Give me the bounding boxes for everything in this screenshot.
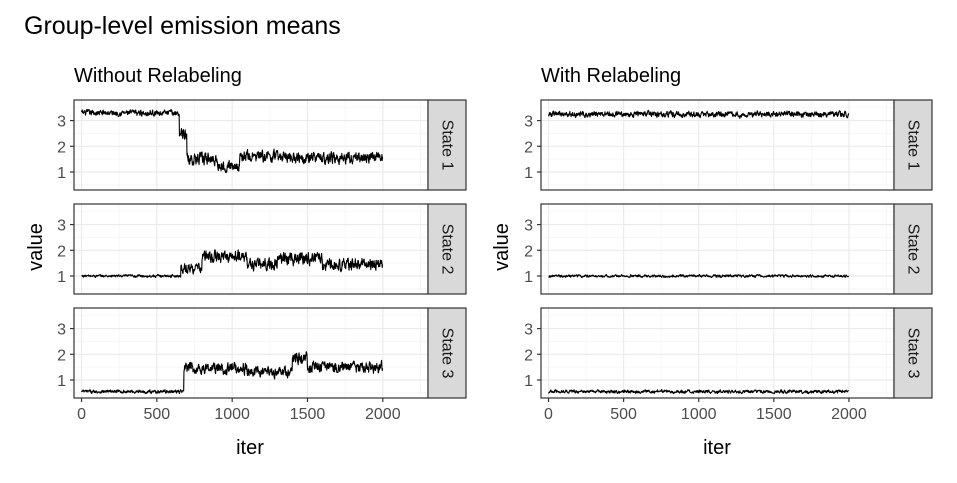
y-tick-label: 3 (524, 114, 533, 131)
facet-strip (427, 307, 467, 399)
y-tick-label: 1 (524, 269, 533, 286)
facet-right-1: State 1 1 2 3 (524, 99, 933, 191)
series-trace-line (81, 351, 384, 395)
x-axis-label-left: iter (236, 437, 264, 459)
facet-background (74, 100, 428, 190)
facet-strip-label: State 1 (905, 120, 922, 171)
panel-without-relabeling: Without Relabeling value iter State 1 1 2 3… (25, 65, 467, 459)
y-tick-label: 2 (57, 243, 66, 260)
facet-right-3: State 3 1 2 3 0 500 1000 1500 2000 (524, 307, 933, 423)
figure-title: Group-level emission means (24, 12, 341, 40)
x-tick-label: 0 (544, 406, 553, 423)
y-tick-label: 3 (524, 218, 533, 235)
facet-strip-label: State 2 (905, 224, 922, 275)
y-tick-label: 1 (57, 165, 66, 182)
panel-subtitle-right: With Relabeling (541, 65, 681, 87)
y-tick-label: 3 (57, 322, 66, 339)
y-tick-label: 3 (524, 322, 533, 339)
facet-background (74, 204, 428, 294)
y-tick-label: 2 (524, 139, 533, 156)
facet-background (74, 308, 428, 398)
x-tick-label: 1500 (290, 406, 326, 423)
x-tick-label: 1500 (756, 406, 792, 423)
facet-strip-label: State 1 (439, 120, 456, 171)
y-tick-label: 1 (57, 269, 66, 286)
x-tick-label: 500 (143, 406, 170, 423)
y-axis-label-left: value (25, 223, 47, 271)
x-axis-label-right: iter (703, 437, 731, 459)
facet-strip-label: State 2 (439, 224, 456, 275)
y-tick-label: 2 (524, 243, 533, 260)
plot-area-right: State 1 1 2 3 State 2 1 2 3 State 3 1 2 3 0 500 1000 15… (524, 99, 933, 423)
facet-background (541, 204, 894, 294)
facet-left-1: State 1 1 2 3 (57, 99, 467, 191)
facet-strip (427, 99, 467, 191)
x-tick-label: 2000 (831, 406, 867, 423)
series-trace-line (547, 109, 850, 119)
x-tick-label: 1000 (214, 406, 250, 423)
facet-left-2: State 2 1 2 3 (57, 203, 467, 295)
facet-strip-label: State 3 (905, 328, 922, 379)
series-trace-line (548, 273, 850, 279)
facet-left-3: State 3 1 2 3 0 500 1000 1500 2000 (57, 307, 467, 423)
facet-strip (893, 203, 933, 295)
y-tick-label: 1 (524, 373, 533, 390)
facet-strip (427, 203, 467, 295)
facet-right-2: State 2 1 2 3 (524, 203, 933, 295)
series-trace-line (548, 388, 849, 395)
x-tick-label: 500 (610, 406, 637, 423)
y-tick-label: 2 (524, 347, 533, 364)
facet-strip (893, 307, 933, 399)
plot-area-left: State 1 1 2 3 State 2 1 2 3 State 3 1 2 3 0 500 1000 15… (57, 99, 467, 423)
facet-strip-label: State 3 (439, 328, 456, 379)
panel-subtitle-left: Without Relabeling (74, 65, 242, 87)
panel-with-relabeling: With Relabeling value iter State 1123Sta… (491, 65, 933, 459)
facet-background (541, 308, 894, 398)
x-tick-label: 0 (77, 406, 86, 423)
y-tick-label: 1 (57, 373, 66, 390)
y-tick-label: 1 (524, 165, 533, 182)
series-trace-line (81, 249, 384, 279)
y-tick-label: 2 (57, 347, 66, 364)
y-axis-label-right: value (491, 223, 513, 271)
series-trace-line (81, 108, 384, 174)
y-tick-label: 3 (57, 218, 66, 235)
y-tick-label: 3 (57, 114, 66, 131)
y-tick-label: 2 (57, 139, 66, 156)
x-tick-label: 1000 (681, 406, 717, 423)
facet-strip (893, 99, 933, 191)
x-tick-label: 2000 (365, 406, 401, 423)
